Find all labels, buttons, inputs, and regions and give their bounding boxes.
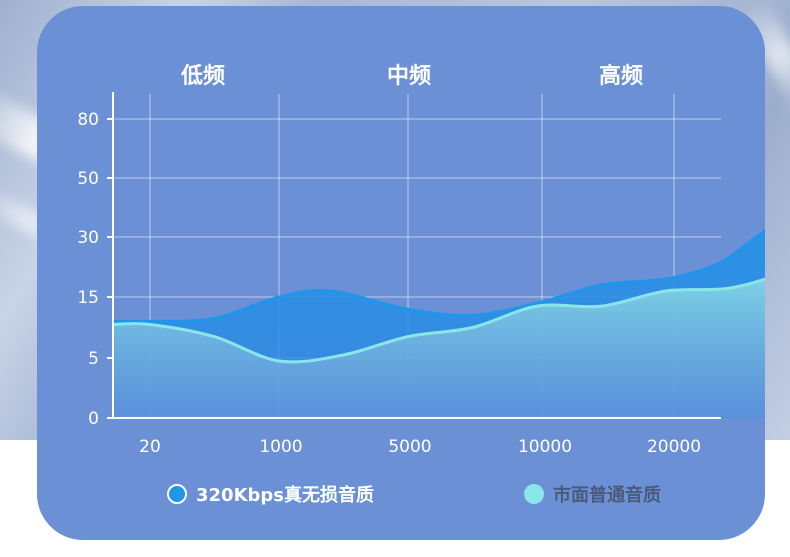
series-area-standard xyxy=(113,279,765,418)
legend-swatch-lossless xyxy=(167,484,187,504)
y-tick-label: 80 xyxy=(77,110,99,130)
legend-label-standard: 市面普通音质 xyxy=(553,485,661,506)
x-tick-label: 5000 xyxy=(388,437,431,457)
y-tick-label: 30 xyxy=(77,228,99,248)
y-tick-label: 0 xyxy=(88,409,99,429)
chart-card: 低频 中频 高频 80 50 30 15 5 0 20 1000 5000 10000 20000 … xyxy=(37,6,765,540)
legend-item-lossless: 320Kbps真无损音质 xyxy=(167,481,374,507)
band-label-low: 低频 xyxy=(181,64,226,89)
band-label-mid: 中频 xyxy=(387,64,432,89)
y-tick-label: 5 xyxy=(88,349,99,369)
series-line-lossless xyxy=(113,228,765,324)
x-tick-label: 20 xyxy=(139,437,161,457)
x-tick-label: 10000 xyxy=(518,437,572,457)
series-line-standard xyxy=(113,277,765,364)
legend-label-lossless: 320Kbps真无损音质 xyxy=(196,485,375,506)
legend-item-standard: 市面普通音质 xyxy=(524,481,661,507)
y-tick-label: 50 xyxy=(77,169,99,189)
x-tick-label: 1000 xyxy=(259,437,302,457)
y-tick-label: 15 xyxy=(77,288,99,308)
x-tick-label: 20000 xyxy=(647,437,701,457)
band-label-high: 高频 xyxy=(599,64,644,89)
legend-swatch-standard xyxy=(524,484,544,504)
